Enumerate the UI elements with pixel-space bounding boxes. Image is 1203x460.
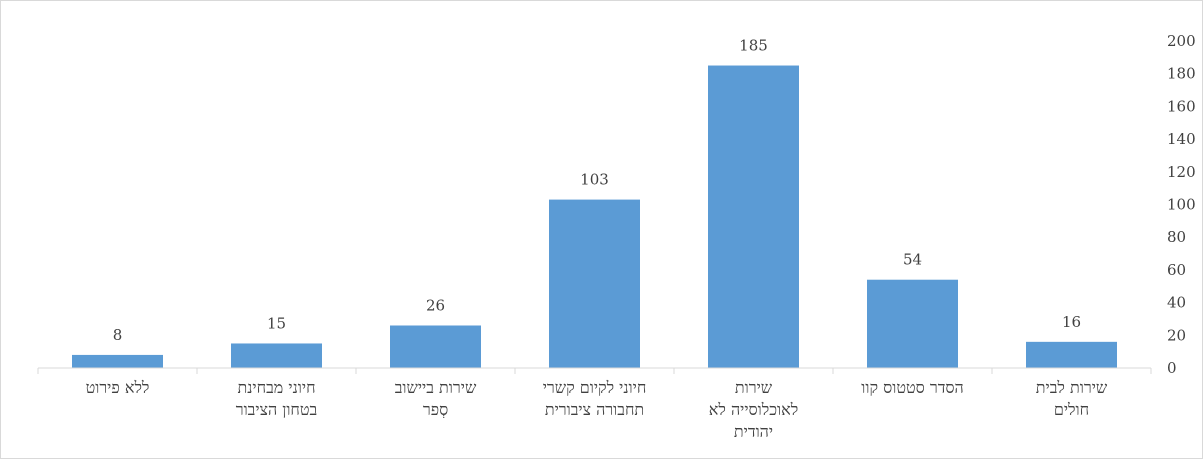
y-tick-label: 80 xyxy=(1167,228,1186,246)
y-tick-label: 100 xyxy=(1167,196,1196,214)
category-label: סְפר xyxy=(423,400,448,419)
y-tick-label: 140 xyxy=(1167,130,1196,148)
data-label: 26 xyxy=(426,296,445,314)
y-tick-label: 20 xyxy=(1167,326,1186,344)
category-label: ללא פירוט xyxy=(86,378,150,397)
category-label: חיוני לקיום קשרי xyxy=(543,378,647,397)
bar xyxy=(708,65,799,369)
bar xyxy=(867,279,958,368)
data-label: 54 xyxy=(903,251,922,269)
category-label: חולים xyxy=(1054,400,1089,419)
category-label: לאוכלוסייה לא xyxy=(709,400,798,419)
y-tick-label: 180 xyxy=(1167,65,1196,83)
y-tick-label: 200 xyxy=(1167,32,1196,50)
bar xyxy=(549,199,640,368)
bar xyxy=(390,325,481,368)
y-tick-label: 40 xyxy=(1167,294,1186,312)
bar xyxy=(1026,341,1117,368)
category-label: שירות ביישוב xyxy=(395,378,477,397)
bar xyxy=(72,354,163,368)
category-label: יהודית xyxy=(734,422,773,441)
category-label: הסדר סטטוס קוו xyxy=(861,378,963,397)
category-label: תחבורה ציבורית xyxy=(545,400,644,419)
category-label: שירות xyxy=(735,378,773,397)
data-label: 185 xyxy=(739,37,768,55)
category-label: חיוני מבחינת xyxy=(237,378,315,397)
category-label: שירות לבית xyxy=(1036,378,1108,397)
bar xyxy=(231,343,322,368)
y-tick-label: 0 xyxy=(1167,359,1177,377)
y-tick-label: 60 xyxy=(1167,261,1186,279)
data-label: 103 xyxy=(580,171,609,189)
data-label: 8 xyxy=(113,326,123,344)
category-label: בטחון הציבור xyxy=(236,400,318,419)
y-tick-label: 160 xyxy=(1167,97,1196,115)
data-label: 15 xyxy=(267,314,286,332)
data-label: 16 xyxy=(1062,313,1081,331)
y-tick-label: 120 xyxy=(1167,163,1196,181)
